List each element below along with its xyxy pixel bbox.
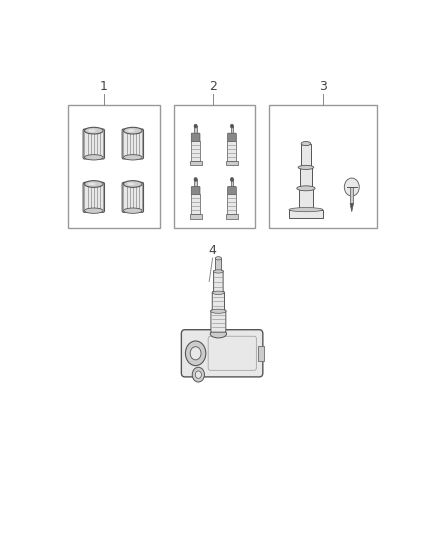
Bar: [299, 188, 313, 209]
FancyBboxPatch shape: [83, 182, 105, 212]
Bar: [68, 105, 160, 228]
Ellipse shape: [127, 183, 135, 185]
Bar: [300, 167, 312, 187]
Bar: [191, 141, 200, 160]
Ellipse shape: [124, 208, 142, 213]
Bar: [226, 214, 238, 219]
Ellipse shape: [124, 127, 142, 134]
FancyBboxPatch shape: [122, 182, 144, 212]
Bar: [194, 126, 197, 135]
Ellipse shape: [124, 155, 142, 160]
Bar: [258, 345, 264, 361]
Ellipse shape: [289, 207, 323, 212]
Bar: [301, 143, 311, 166]
FancyBboxPatch shape: [228, 133, 236, 142]
Ellipse shape: [85, 155, 103, 160]
Bar: [227, 141, 237, 160]
Circle shape: [195, 371, 201, 378]
Circle shape: [185, 341, 206, 366]
Ellipse shape: [85, 127, 103, 134]
FancyBboxPatch shape: [181, 330, 263, 377]
FancyBboxPatch shape: [208, 336, 256, 370]
Bar: [227, 194, 237, 214]
Text: 4: 4: [208, 244, 216, 257]
Circle shape: [230, 124, 233, 128]
Text: 1: 1: [100, 80, 108, 93]
Circle shape: [190, 347, 201, 360]
Ellipse shape: [213, 270, 223, 273]
Text: 2: 2: [208, 80, 216, 93]
Bar: [226, 160, 238, 165]
Ellipse shape: [210, 330, 226, 338]
FancyBboxPatch shape: [191, 133, 200, 142]
FancyBboxPatch shape: [228, 187, 236, 195]
Ellipse shape: [124, 181, 142, 187]
FancyBboxPatch shape: [214, 271, 223, 293]
Circle shape: [230, 177, 233, 181]
FancyBboxPatch shape: [211, 310, 226, 332]
Bar: [190, 214, 202, 219]
Ellipse shape: [85, 181, 103, 187]
FancyBboxPatch shape: [191, 187, 200, 195]
Ellipse shape: [211, 309, 226, 313]
Ellipse shape: [88, 183, 95, 185]
Circle shape: [192, 367, 205, 382]
Bar: [231, 180, 233, 188]
Circle shape: [194, 124, 197, 128]
Circle shape: [344, 178, 359, 196]
Bar: [194, 180, 197, 188]
Ellipse shape: [212, 291, 224, 294]
Ellipse shape: [297, 186, 315, 191]
Bar: [231, 126, 233, 135]
FancyBboxPatch shape: [212, 292, 224, 311]
Ellipse shape: [301, 142, 311, 146]
Ellipse shape: [88, 130, 95, 132]
Bar: [289, 209, 323, 218]
Ellipse shape: [298, 165, 314, 169]
Bar: [215, 259, 222, 271]
Circle shape: [194, 177, 197, 181]
Bar: [268, 105, 377, 228]
Bar: [173, 105, 255, 228]
Ellipse shape: [215, 257, 222, 260]
Ellipse shape: [85, 208, 103, 213]
FancyBboxPatch shape: [83, 129, 105, 159]
Ellipse shape: [127, 130, 135, 132]
Text: 3: 3: [319, 80, 327, 93]
Bar: [191, 194, 200, 214]
Bar: [190, 160, 202, 165]
FancyBboxPatch shape: [122, 129, 144, 159]
Bar: [350, 187, 353, 204]
Polygon shape: [350, 204, 353, 212]
